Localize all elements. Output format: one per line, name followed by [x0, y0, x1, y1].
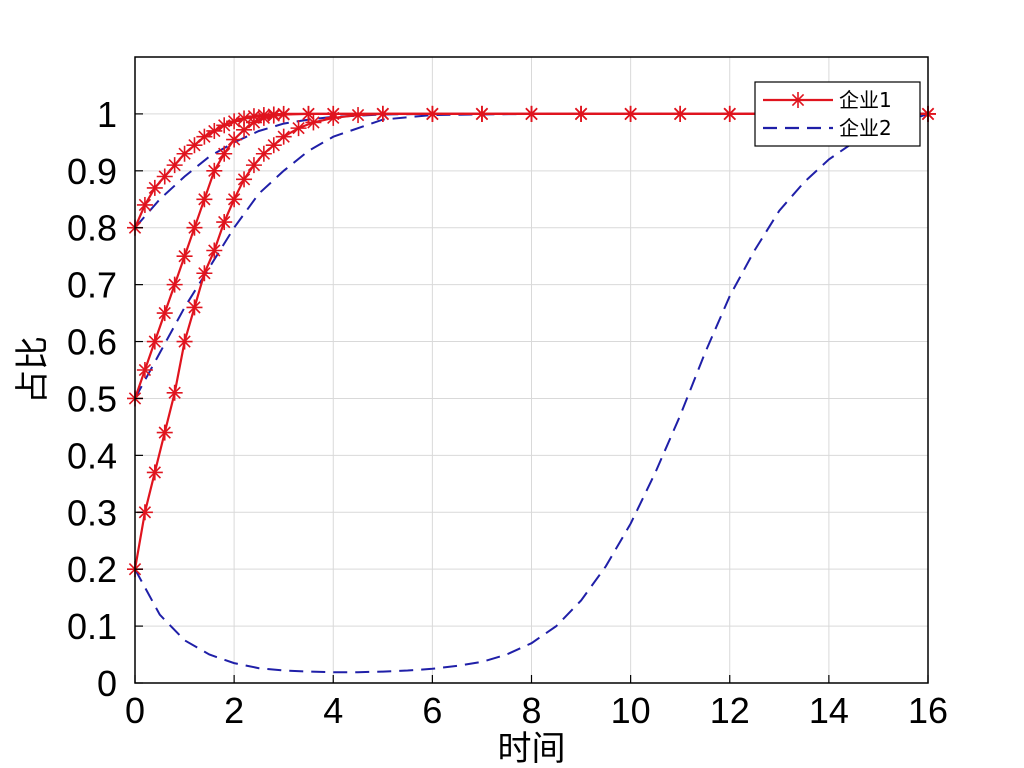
asterisk-marker	[216, 214, 233, 231]
asterisk-marker	[226, 113, 243, 130]
asterisk-marker	[672, 105, 689, 122]
x-tick-label: 4	[323, 690, 343, 731]
asterisk-marker	[265, 137, 282, 154]
asterisk-marker	[216, 145, 233, 162]
y-tick-label: 0.5	[67, 378, 117, 419]
asterisk-marker	[156, 305, 173, 322]
asterisk-marker	[226, 131, 243, 148]
x-tick-label: 2	[224, 690, 244, 731]
asterisk-marker	[290, 120, 307, 137]
asterisk-marker	[206, 122, 223, 139]
asterisk-marker	[236, 171, 253, 188]
asterisk-marker	[265, 107, 282, 124]
y-tick-label: 0.9	[67, 151, 117, 192]
y-tick-label: 0.4	[67, 435, 117, 476]
y-tick-label: 0.3	[67, 492, 117, 533]
x-tick-label: 8	[521, 690, 541, 731]
y-tick-label: 1	[97, 94, 117, 135]
asterisk-marker	[275, 128, 292, 145]
asterisk-marker	[196, 265, 213, 282]
asterisk-marker	[622, 105, 639, 122]
asterisk-marker	[146, 333, 163, 350]
x-tick-label: 14	[809, 690, 849, 731]
asterisk-marker	[473, 105, 490, 122]
series-dashed	[134, 112, 929, 674]
asterisk-marker	[176, 333, 193, 350]
legend-label: 企业1	[839, 88, 892, 112]
asterisk-marker	[350, 107, 367, 124]
x-axis-label: 时间	[498, 729, 566, 768]
y-tick-label: 0.7	[67, 265, 117, 306]
asterisk-marker	[166, 276, 183, 293]
asterisk-marker	[136, 196, 153, 213]
legend-item: 企业1	[763, 88, 892, 112]
asterisk-marker	[226, 191, 243, 208]
asterisk-marker	[206, 242, 223, 259]
asterisk-marker	[236, 121, 253, 138]
asterisk-marker	[325, 109, 342, 126]
asterisk-marker	[275, 106, 292, 123]
x-tick-label: 16	[908, 690, 948, 731]
asterisk-marker	[176, 145, 193, 162]
legend-box	[754, 81, 921, 147]
asterisk-marker	[790, 92, 806, 108]
asterisk-marker	[573, 105, 590, 122]
legend-label: 企业2	[839, 116, 892, 140]
y-tick-label: 0.1	[67, 606, 117, 647]
asterisk-marker	[374, 105, 391, 122]
series-line	[133, 112, 928, 570]
asterisk-marker	[186, 299, 203, 316]
y-tick-label: 0.2	[67, 549, 117, 590]
x-tick-label: 0	[125, 690, 145, 731]
x-tick-label: 10	[611, 690, 651, 731]
asterisk-marker	[424, 105, 441, 122]
y-tick-label: 0.6	[67, 322, 117, 363]
asterisk-marker	[166, 157, 183, 174]
asterisk-marker	[255, 109, 272, 126]
asterisk-marker	[196, 191, 213, 208]
x-tick-label: 6	[422, 690, 442, 731]
asterisk-marker	[300, 105, 317, 122]
asterisk-marker	[245, 157, 262, 174]
asterisk-marker	[136, 362, 153, 378]
asterisk-marker	[146, 464, 163, 481]
axis-ticks: 0 2 4 6 8 10 12 14 16 0 0.1 0.2 0.3 0.4 0.5 0.6 0.7 0.8 0.…	[67, 94, 948, 731]
asterisk-marker	[305, 114, 322, 131]
asterisk-marker	[523, 105, 540, 122]
asterisk-marker	[255, 145, 272, 162]
asterisk-marker	[146, 179, 163, 196]
asterisk-marker	[156, 424, 173, 441]
asterisk-marker	[186, 137, 203, 154]
asterisk-marker	[166, 384, 183, 401]
asterisk-marker	[176, 248, 193, 265]
asterisk-marker	[206, 162, 223, 179]
series-line	[134, 112, 929, 674]
y-axis-label: 占比	[13, 336, 53, 404]
asterisk-marker	[186, 219, 203, 236]
asterisk-marker	[156, 168, 173, 185]
asterisk-marker	[245, 114, 262, 131]
grid-lines	[134, 57, 929, 684]
y-tick-label: 0.8	[67, 208, 117, 249]
y-tick-label: 0	[97, 663, 117, 704]
x-tick-label: 12	[710, 690, 750, 731]
legend-item: 企业2	[763, 116, 892, 140]
asterisk-marker	[721, 105, 738, 122]
